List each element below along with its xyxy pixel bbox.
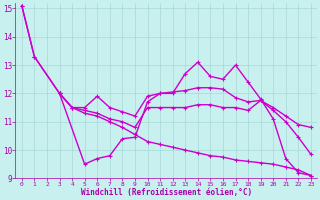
X-axis label: Windchill (Refroidissement éolien,°C): Windchill (Refroidissement éolien,°C)	[81, 188, 252, 197]
